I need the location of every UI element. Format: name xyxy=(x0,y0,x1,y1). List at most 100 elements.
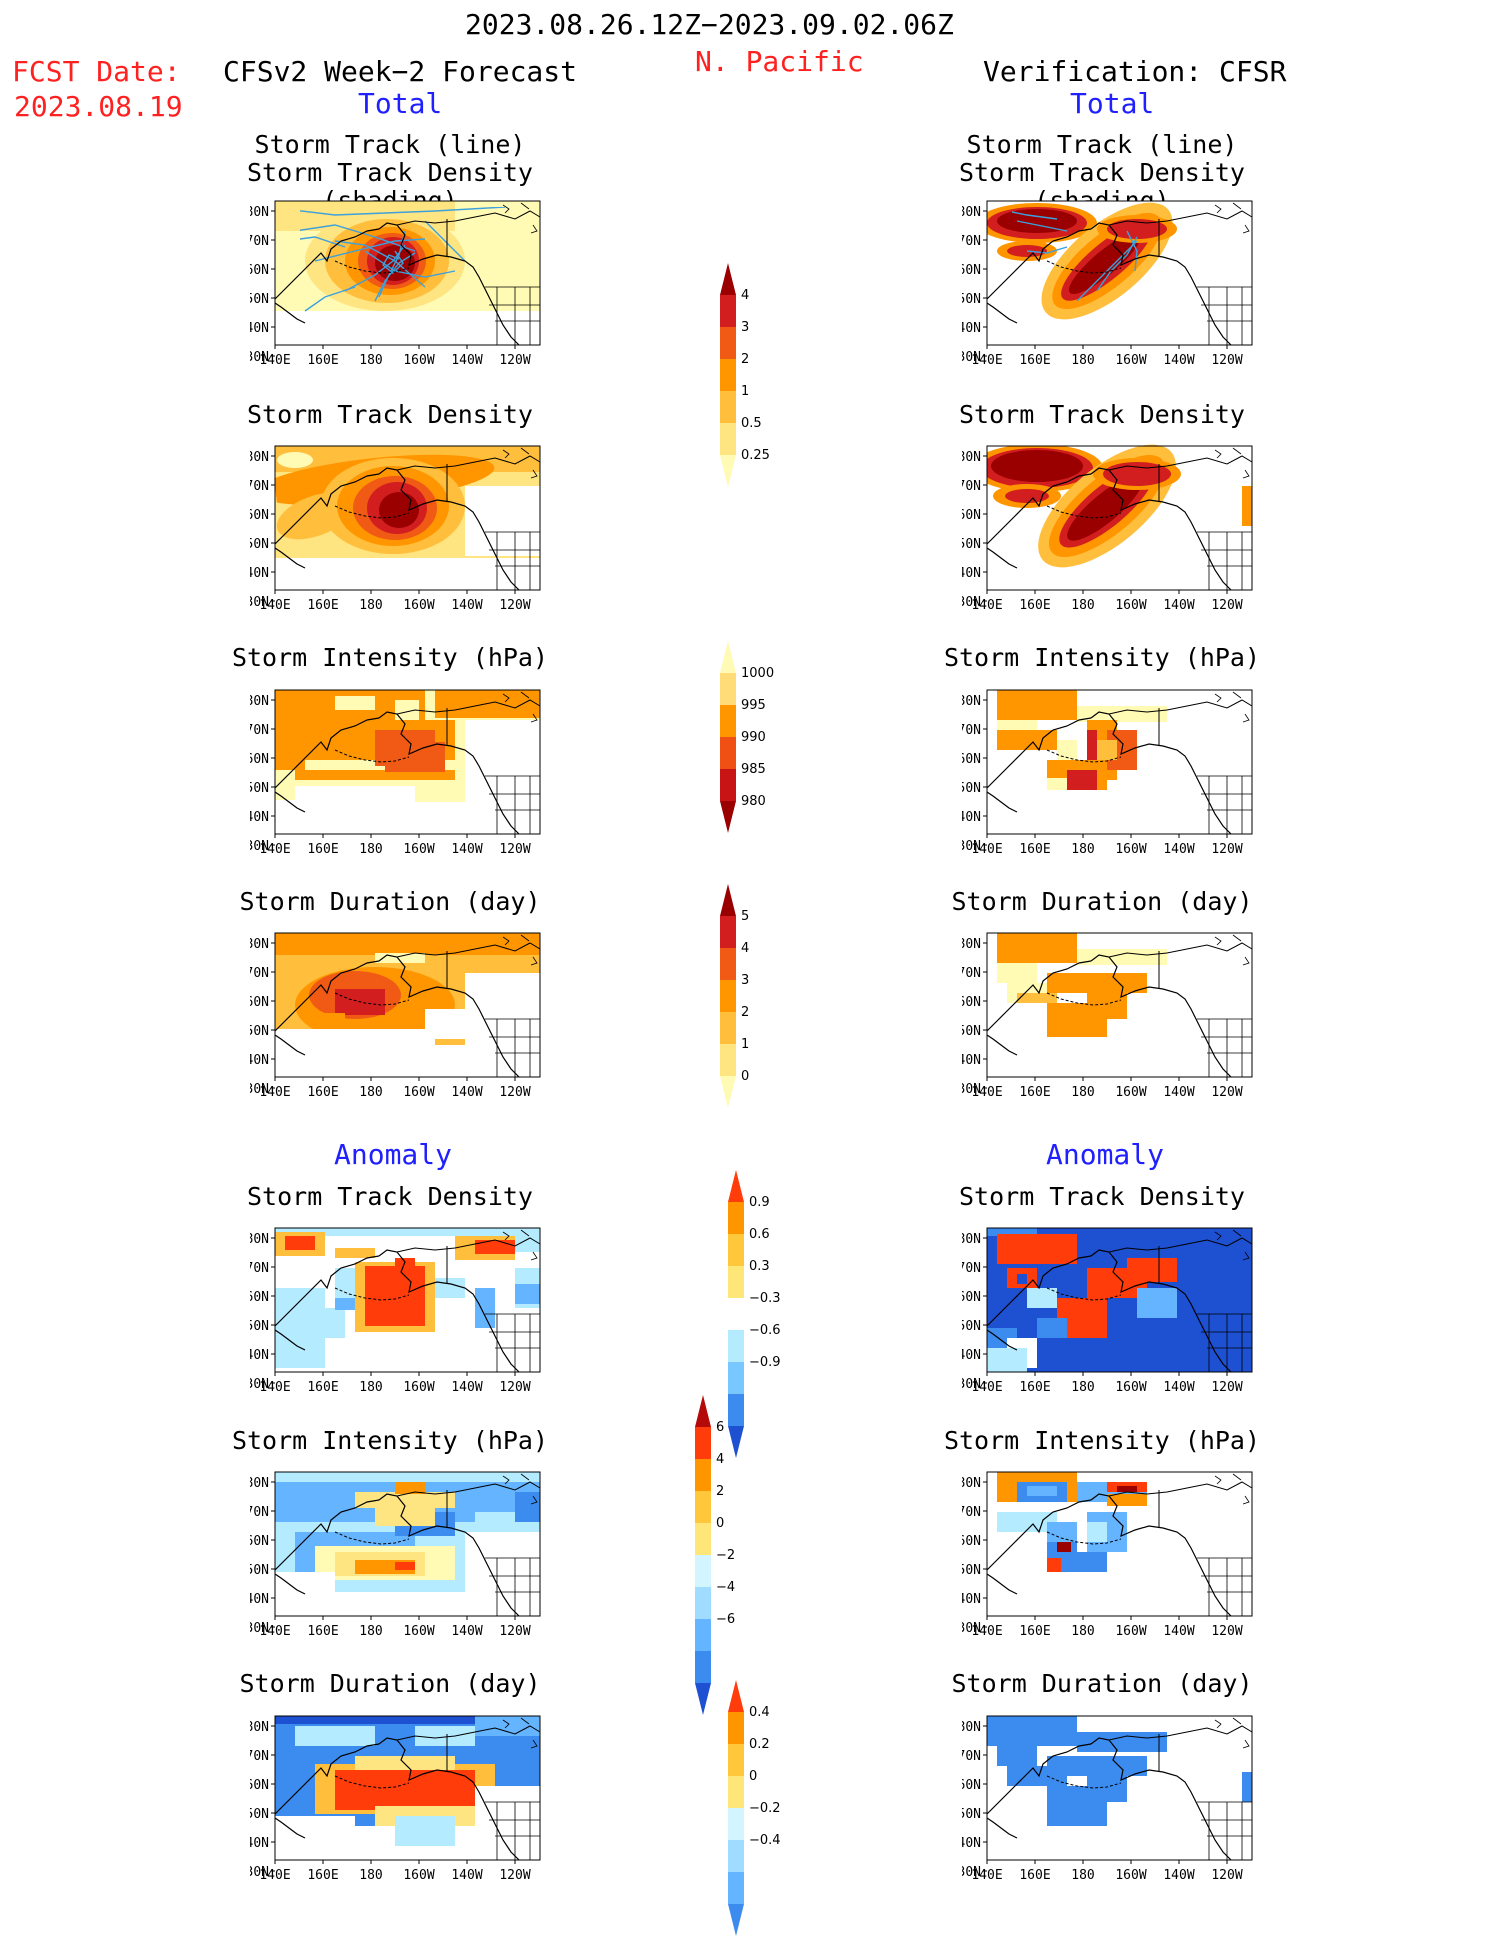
colorbar-label: 1 xyxy=(741,384,749,399)
shade-cell xyxy=(1047,1003,1107,1037)
storm-track-line xyxy=(300,224,416,252)
lon-label: 160E xyxy=(1019,1085,1050,1100)
lon-label: 180 xyxy=(359,1085,382,1100)
state-borders xyxy=(485,775,540,834)
colorbar-segment xyxy=(695,1459,711,1491)
lon-label: 180 xyxy=(359,353,382,368)
map-frame xyxy=(986,689,1253,835)
colorbar-label: 1000 xyxy=(741,666,774,681)
lat-label: 80N xyxy=(250,694,269,709)
map-panel: 80N 70N 60N 50N 40N 30N140E 160E 180 160W 140W 120… xyxy=(250,195,575,375)
shade-cell xyxy=(997,963,1037,983)
lat-label: 30N xyxy=(250,1377,269,1392)
colorbar-svg: 0.9 0.6 0.3 −0.3 −0.6 −0.9 xyxy=(728,1170,781,1458)
lat-label: 60N xyxy=(962,1778,981,1793)
map-frame xyxy=(274,1227,541,1373)
lon-label: 180 xyxy=(1071,353,1094,368)
lon-label: 160E xyxy=(307,1868,338,1883)
lat-label: 70N xyxy=(250,1261,269,1276)
colorbar-segment xyxy=(695,1427,711,1459)
map-frame xyxy=(986,932,1253,1078)
lon-label: 160E xyxy=(1019,353,1050,368)
shade-cell xyxy=(1077,1732,1167,1752)
lat-label: 30N xyxy=(250,1865,269,1880)
colorbar-label: −4 xyxy=(716,1580,735,1595)
shade-cell xyxy=(1037,1318,1067,1338)
map-panel: 80N 70N 60N 50N 40N 30N140E 160E 180 160W 140W 120… xyxy=(250,440,575,620)
shade-cell xyxy=(275,1816,355,1860)
lon-label: 180 xyxy=(359,1624,382,1639)
lon-label: 120W xyxy=(499,842,530,857)
lon-label: 140W xyxy=(451,598,482,613)
colorbar-segment xyxy=(728,1298,744,1330)
lat-label: 30N xyxy=(962,1082,981,1097)
colorbar-segment xyxy=(728,1840,744,1872)
lon-label: 160E xyxy=(307,598,338,613)
coastline-arctic xyxy=(396,455,541,471)
colorbar-segment xyxy=(728,1744,744,1776)
colorbar-segment xyxy=(695,1651,711,1683)
colorbar-label: −6 xyxy=(716,1612,735,1627)
coastline-asia xyxy=(986,1743,1092,1815)
lon-label: 140W xyxy=(1163,598,1194,613)
panel-title-intensity-right: Storm Intensity (hPa) xyxy=(943,643,1261,672)
colorbar-label: 0.6 xyxy=(749,1227,770,1242)
lon-label: 140E xyxy=(259,1624,290,1639)
aleutian-islands xyxy=(1046,992,1122,1006)
shade-cell xyxy=(465,486,540,556)
shade-cell xyxy=(385,742,445,772)
lon-label: 140E xyxy=(259,1085,290,1100)
storm-tracks xyxy=(300,207,506,312)
shade-cell xyxy=(305,1308,345,1338)
arctic-islands xyxy=(502,1229,538,1261)
lat-label: 70N xyxy=(962,234,981,249)
left-model-title: CFSv2 Week−2 Forecast xyxy=(223,55,578,88)
shade-cell xyxy=(285,1236,315,1250)
coastline-japan xyxy=(274,547,306,569)
arctic-islands xyxy=(502,1473,538,1505)
lon-label: 140W xyxy=(451,842,482,857)
lat-label: 40N xyxy=(962,566,981,581)
colorbar-svg: 5 4 3 2 1 0 xyxy=(720,884,749,1108)
lat-label: 50N xyxy=(962,537,981,552)
lon-label: 140W xyxy=(1163,353,1194,368)
storm-track-line xyxy=(1016,220,1068,232)
lon-label: 180 xyxy=(1071,1380,1094,1395)
shade-cell xyxy=(1047,1522,1077,1542)
aleutian-islands xyxy=(1046,749,1122,763)
coastline-japan xyxy=(274,791,306,813)
panel-title-density-anom-left: Storm Track Density xyxy=(247,1182,533,1211)
lon-label: 180 xyxy=(359,842,382,857)
shade-cell xyxy=(365,1266,425,1326)
coastline-arctic xyxy=(396,210,541,226)
lat-label: 70N xyxy=(250,479,269,494)
lat-label: 40N xyxy=(962,1592,981,1607)
colorbar-cap xyxy=(728,1170,744,1202)
shade-region xyxy=(1107,219,1167,239)
lon-label: 140W xyxy=(451,1624,482,1639)
coastline-japan xyxy=(274,1034,306,1056)
state-borders xyxy=(485,286,540,345)
colorbar-label: 985 xyxy=(741,762,766,777)
colorbar-cap xyxy=(720,884,736,916)
lat-label: 70N xyxy=(250,966,269,981)
colorbar-label: 6 xyxy=(716,1420,724,1435)
lat-label: 60N xyxy=(962,508,981,523)
shade-cell xyxy=(395,700,419,720)
coastline-asia xyxy=(986,960,1092,1032)
lon-label: 160E xyxy=(307,1624,338,1639)
lon-label: 140W xyxy=(1163,1085,1194,1100)
coastline-asia xyxy=(274,1499,380,1571)
aleutian-islands xyxy=(1046,1531,1122,1545)
lon-label: 120W xyxy=(1211,598,1242,613)
colorbar-segment xyxy=(720,1012,736,1044)
right-section-anomaly: Anomaly xyxy=(1046,1138,1165,1171)
colorbar-segment xyxy=(720,916,736,948)
colorbar-segment xyxy=(720,391,736,423)
colorbar-segment xyxy=(728,1330,744,1362)
title-line1: Storm Track (line) xyxy=(254,130,526,159)
colorbar-segment xyxy=(728,1712,744,1744)
lon-label: 140W xyxy=(451,1380,482,1395)
colorbar-segment xyxy=(720,359,736,391)
arctic-islands xyxy=(1214,1229,1250,1261)
